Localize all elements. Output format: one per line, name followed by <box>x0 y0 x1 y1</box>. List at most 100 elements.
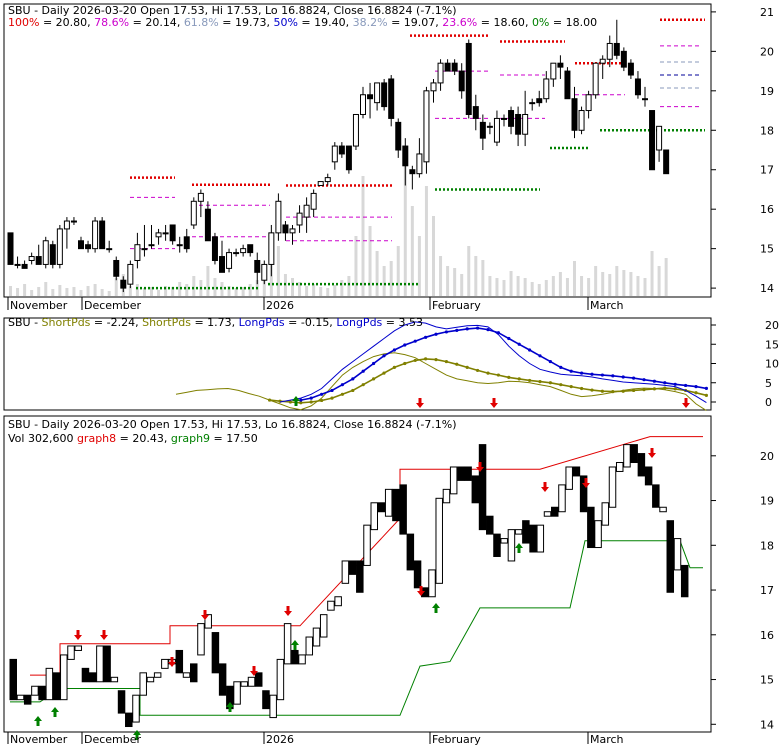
x-tick-label: December <box>84 733 142 745</box>
signal-stop-lines <box>10 436 703 716</box>
signal-bar <box>514 529 523 535</box>
sell-arrow-icon <box>682 398 690 408</box>
sell-arrow-icon <box>74 630 82 640</box>
signal-bar <box>240 681 249 687</box>
y-tick-label: 17 <box>760 164 774 177</box>
signal-bar <box>96 645 104 683</box>
series-point <box>424 357 428 361</box>
volume-bar <box>340 280 344 296</box>
series-point <box>642 378 646 382</box>
candle-body <box>381 82 388 108</box>
fib-header-label: , <box>266 16 273 29</box>
signal-bar <box>117 690 126 714</box>
series-point <box>590 372 594 376</box>
volume-bar <box>650 251 654 296</box>
fib-header-label: 38.2% <box>353 16 388 29</box>
candle-body <box>42 240 49 265</box>
volume-bar <box>403 156 407 296</box>
volume-bar <box>354 236 358 296</box>
header-segment: = 17.50 <box>210 432 258 445</box>
series-point <box>528 378 532 383</box>
x-tick-label: November <box>10 733 68 745</box>
candle-body <box>211 236 218 261</box>
header-segment: = 1.73, <box>191 316 239 329</box>
volume-bar <box>382 266 386 296</box>
candle-body <box>522 113 529 135</box>
candle-body <box>599 58 606 64</box>
candle-body <box>127 263 134 285</box>
volume-bar <box>23 284 27 296</box>
signal-bar <box>507 529 516 562</box>
fib-header-label: 61.8% <box>184 16 219 29</box>
candle-body <box>402 145 409 167</box>
signal-bar <box>161 658 169 669</box>
signal-bar <box>247 676 256 687</box>
signal-bar <box>363 524 371 566</box>
signal-bar <box>67 645 75 660</box>
volume-bar <box>262 276 266 296</box>
signal-bar <box>637 453 646 477</box>
x-tick-label: March <box>590 299 624 312</box>
candle-body <box>317 181 324 187</box>
price-candles <box>7 19 670 293</box>
volume-bar <box>326 288 330 296</box>
signal-bar <box>305 636 314 656</box>
signal-bar <box>673 538 682 571</box>
indicator-header: SBU - ShortPds = -2.24, ShortPds = 1.73,… <box>8 316 423 329</box>
volume-bar <box>157 290 161 296</box>
graph8-line <box>30 436 703 676</box>
volume-bar <box>16 288 20 296</box>
volume-bar <box>65 288 69 296</box>
series-point <box>496 373 500 377</box>
candle-body <box>571 98 578 131</box>
graph9-line <box>10 540 703 716</box>
candle-body <box>486 125 493 128</box>
series-point <box>486 371 490 375</box>
series-point <box>632 376 636 380</box>
header-segment: graph8 <box>77 432 116 445</box>
fib-header-value: = 18.00 <box>549 16 597 29</box>
volume-bar <box>594 266 598 296</box>
candle-body <box>324 177 331 183</box>
series-point <box>444 359 448 364</box>
signal-bar <box>579 475 588 513</box>
volume-bar <box>164 286 168 296</box>
header-segment: = 20.43, <box>116 432 171 445</box>
series-point <box>361 369 365 373</box>
signal-bar <box>565 466 573 490</box>
series-point <box>663 381 667 385</box>
signal-bar <box>406 533 415 571</box>
y-tick-label: 19 <box>760 495 774 508</box>
volume-bar <box>537 284 541 296</box>
signal-panel: 20 19 18 17 16 15 14 November December 2026 Febru… <box>3 415 774 745</box>
candle-body <box>28 256 35 261</box>
series-point <box>340 392 344 396</box>
indicator-panel: 20 15 10 5 0 SBU - ShortPds = -2.24, ShortPd… <box>3 316 779 412</box>
series-point <box>444 330 448 334</box>
candle-body <box>49 244 56 265</box>
series-point <box>455 328 459 332</box>
volume-bar <box>474 256 478 296</box>
sell-arrow-icon <box>582 478 590 488</box>
candle-body <box>437 62 444 84</box>
series-point <box>538 354 542 358</box>
signal-bar <box>666 520 675 593</box>
series-point <box>611 390 615 394</box>
signal-bar <box>608 466 617 508</box>
fib-header-label: , <box>346 16 353 29</box>
volume-bar <box>100 289 104 296</box>
volume-bar <box>192 276 196 296</box>
candle-body <box>21 263 28 269</box>
volume-bar <box>509 271 513 296</box>
signal-bar <box>348 560 357 575</box>
candle-body <box>592 62 599 96</box>
series-point <box>507 336 511 341</box>
x-tick-label: February <box>432 299 481 312</box>
signal-bar <box>399 484 407 535</box>
signal-bar <box>204 614 212 629</box>
y-tick-label: 20 <box>760 45 774 58</box>
volume-bar <box>86 286 90 296</box>
series-point <box>652 387 657 391</box>
signal-bar <box>478 444 487 531</box>
signal-bar <box>139 672 147 696</box>
